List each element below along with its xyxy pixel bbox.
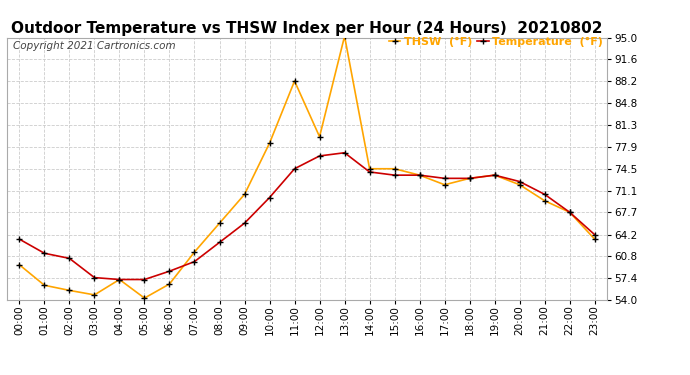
Title: Outdoor Temperature vs THSW Index per Hour (24 Hours)  20210802: Outdoor Temperature vs THSW Index per Ho… — [11, 21, 603, 36]
Text: Copyright 2021 Cartronics.com: Copyright 2021 Cartronics.com — [13, 42, 175, 51]
Legend: THSW  (°F), Temperature  (°F): THSW (°F), Temperature (°F) — [384, 32, 607, 51]
